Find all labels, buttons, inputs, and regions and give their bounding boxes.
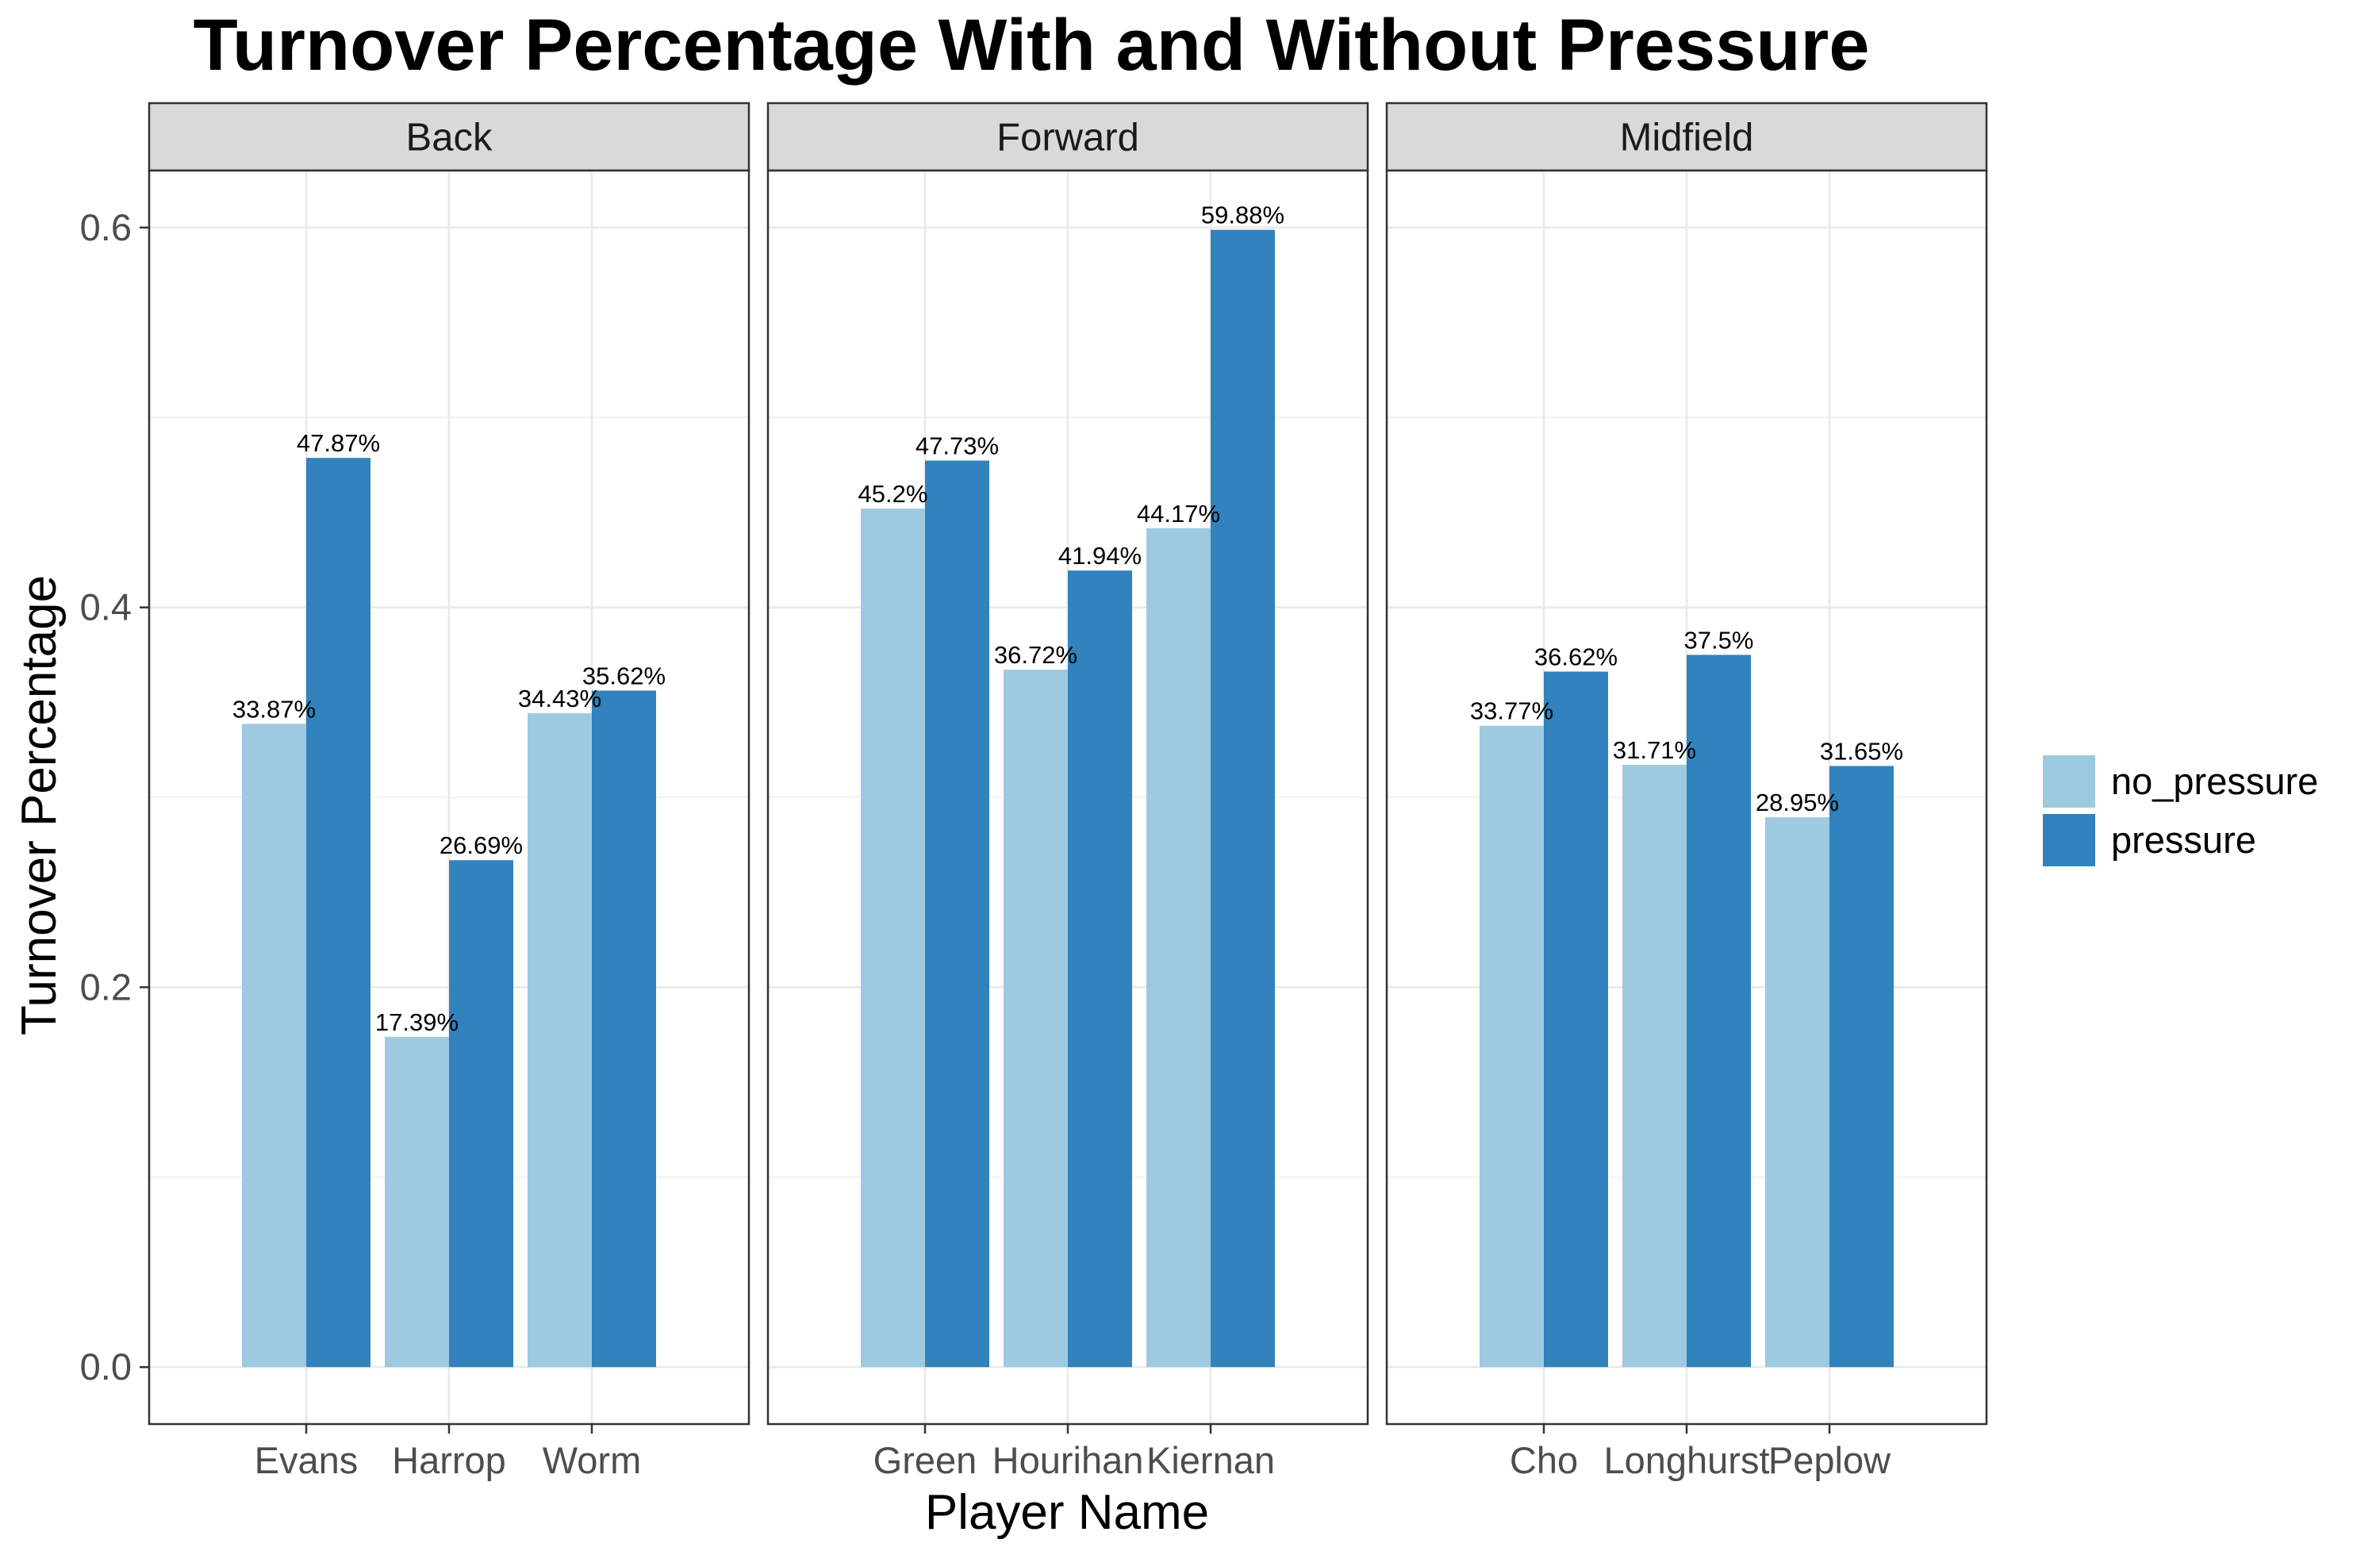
data-label-no-pressure: 33.77%	[1470, 697, 1553, 725]
chart-title: Turnover Percentage With and Without Pre…	[194, 5, 1870, 86]
bar-pressure-longhurst	[1687, 655, 1751, 1368]
legend-key-pressure	[2043, 814, 2095, 866]
bar-no-pressure-harrop	[385, 1036, 449, 1368]
bar-no-pressure-kiernan	[1146, 528, 1211, 1368]
facet-strip	[148, 102, 750, 172]
facet-strip-label: Midfield	[1620, 117, 1754, 159]
panel-border	[148, 169, 750, 1426]
data-label-pressure: 47.73%	[916, 432, 999, 460]
data-label-pressure: 36.62%	[1534, 643, 1618, 671]
facet-strip	[766, 102, 1369, 172]
data-label-pressure: 31.65%	[1820, 738, 1903, 766]
bar-pressure-hourihan	[1068, 570, 1132, 1368]
data-label-pressure: 26.69%	[440, 831, 523, 859]
data-label-no-pressure: 44.17%	[1137, 500, 1220, 528]
bar-pressure-kiernan	[1211, 229, 1275, 1368]
data-label-pressure: 37.5%	[1684, 626, 1754, 654]
y-tick-label: 0.4	[80, 586, 132, 628]
data-label-pressure: 59.88%	[1201, 202, 1284, 229]
x-tick-label: Hourihan	[992, 1439, 1144, 1481]
y-tick-label: 0.6	[80, 206, 132, 248]
bar-pressure-peplow	[1829, 766, 1894, 1368]
x-tick-label: Peplow	[1768, 1439, 1891, 1481]
data-label-no-pressure: 45.2%	[858, 480, 928, 508]
bar-no-pressure-green	[861, 509, 925, 1368]
facet-strip-label: Forward	[996, 117, 1139, 159]
bar-pressure-evans	[306, 458, 370, 1368]
data-label-pressure: 35.62%	[582, 662, 666, 689]
x-tick-label: Worm	[543, 1439, 641, 1481]
x-tick-label: Kiernan	[1146, 1439, 1275, 1481]
y-tick-label: 0.2	[80, 966, 132, 1008]
panel-border	[766, 169, 1369, 1426]
x-tick-label: Evans	[255, 1439, 359, 1481]
legend: no_pressure pressure	[2043, 755, 2318, 866]
legend-key-no-pressure	[2043, 755, 2095, 808]
bar-pressure-green	[925, 460, 989, 1368]
data-label-no-pressure: 31.71%	[1613, 736, 1696, 764]
bar-no-pressure-worm	[528, 712, 592, 1368]
data-label-no-pressure: 17.39%	[375, 1008, 459, 1036]
facet-forward: Forward 45.2% 47.73% Green 36.72% 41.94% Houri…	[766, 102, 1369, 1481]
facet-midfield: Midfield 33.77% 36.62% Cho 31.71% 37.5% Longhu…	[1385, 102, 1988, 1481]
bar-no-pressure-peplow	[1765, 817, 1829, 1368]
bar-pressure-worm	[592, 690, 656, 1368]
bar-no-pressure-hourihan	[1004, 670, 1068, 1368]
x-axis-title: Player Name	[925, 1485, 1209, 1540]
data-label-no-pressure: 36.72%	[994, 641, 1077, 669]
x-tick-label: Green	[873, 1439, 977, 1481]
bar-no-pressure-longhurst	[1622, 765, 1687, 1368]
data-label-no-pressure: 28.95%	[1756, 789, 1839, 816]
y-axis: 0.0 0.2 0.4 0.6	[80, 206, 149, 1388]
bar-no-pressure-cho	[1480, 725, 1544, 1368]
facet-strip	[1385, 102, 1988, 172]
facet-back: Back 33.87% 47.87% Evans 17.39% 26.69% Harrop 3…	[148, 102, 750, 1481]
data-label-pressure: 47.87%	[297, 429, 380, 457]
panel-border	[1385, 169, 1988, 1426]
legend-label: no_pressure	[2111, 760, 2318, 802]
data-label-pressure: 41.94%	[1058, 542, 1142, 570]
bar-no-pressure-evans	[242, 724, 306, 1368]
y-axis-title: Turnover Percentage	[12, 575, 67, 1035]
bar-pressure-harrop	[449, 860, 513, 1368]
x-tick-label: Harrop	[392, 1439, 506, 1481]
bar-pressure-cho	[1544, 671, 1608, 1368]
data-label-no-pressure: 33.87%	[232, 695, 316, 723]
x-tick-label: Cho	[1510, 1439, 1578, 1481]
x-tick-label: Longhurst	[1603, 1439, 1769, 1481]
facets: Back 33.87% 47.87% Evans 17.39% 26.69% Harrop 3…	[80, 102, 1988, 1481]
y-tick-label: 0.0	[80, 1346, 132, 1388]
legend-label: pressure	[2111, 819, 2256, 861]
facet-strip-label: Back	[406, 117, 493, 159]
data-label-no-pressure: 34.43%	[518, 685, 601, 712]
